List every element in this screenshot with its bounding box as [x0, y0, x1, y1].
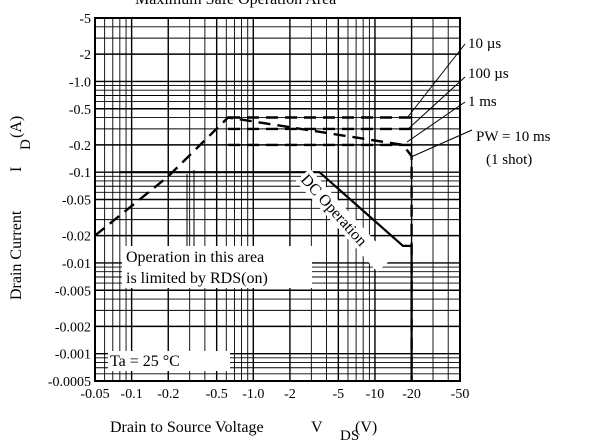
- label-10us: 10 µs: [468, 36, 501, 52]
- arrow-10ms: [410, 129, 473, 158]
- label-100us: 100 µs: [468, 66, 509, 82]
- y-tick-label: -0.2: [69, 139, 91, 154]
- x-tick-label: -2: [284, 387, 296, 402]
- y-tick-label: -5: [79, 12, 91, 27]
- x-tick-label: -10: [366, 387, 385, 402]
- y-tick-label: -0.005: [55, 284, 91, 299]
- x-axis-unit: (V): [355, 419, 377, 436]
- y-axis-unit: (A): [8, 116, 25, 138]
- y-axis-symbol: I: [8, 167, 25, 172]
- x-axis-subscript: DS: [340, 428, 359, 444]
- y-tick-label: -0.002: [55, 320, 91, 335]
- label-1shot: (1 shot): [486, 152, 532, 168]
- x-tick-label: -50: [451, 387, 470, 402]
- y-axis-subscript: D: [18, 139, 34, 150]
- arrow-100us: [406, 76, 466, 131]
- x-tick-label: -0.1: [121, 387, 143, 402]
- series-line-3: [94, 116, 413, 381]
- x-axis-symbol: V: [311, 419, 323, 436]
- y-tick-label: -0.1: [69, 166, 91, 181]
- y-tick-label: -1.0: [69, 75, 91, 90]
- ta-note-bg: [108, 351, 230, 371]
- label-ta: Ta = 25 °C: [110, 353, 180, 370]
- x-tick-label: -1.0: [242, 387, 264, 402]
- label-rds-line2: is limited by RDS(on): [126, 270, 268, 287]
- label-pw-10ms: PW = 10 ms: [476, 129, 551, 145]
- y-axis-title: Drain Current: [8, 210, 25, 300]
- x-tick-label: -20: [402, 387, 421, 402]
- x-tick-label: -0.5: [206, 387, 228, 402]
- x-tick-labels: -0.05 -0.1 -0.2 -0.5 -1.0 -2 -5 -10 -20 -50: [80, 387, 469, 402]
- y-tick-label: -0.02: [62, 230, 91, 245]
- arrow-10us: [406, 43, 466, 119]
- y-tick-label: -0.05: [62, 194, 91, 209]
- y-axis-title-group: Drain Current I D (A): [8, 116, 34, 300]
- plot-frame: [94, 17, 461, 382]
- x-tick-label: -5: [332, 387, 344, 402]
- x-axis-title: Drain to Source Voltage: [110, 419, 264, 436]
- chart-title: Maximum Safe Operation Area: [135, 0, 336, 8]
- y-tick-label: -0.01: [62, 257, 91, 272]
- grid: [94, 17, 461, 382]
- label-1ms: 1 ms: [468, 94, 497, 110]
- label-rds-line1: Operation in this area: [126, 249, 264, 266]
- y-tick-label: -0.001: [55, 348, 91, 363]
- arrow-1ms: [406, 101, 466, 143]
- x-tick-label: -0.05: [80, 387, 109, 402]
- y-tick-labels: -5 -2 -1.0 -0.5 -0.2 -0.1 -0.05 -0.02 -0.01 -0.00…: [48, 12, 91, 390]
- curves: [94, 116, 413, 381]
- x-tick-label: -0.2: [157, 387, 179, 402]
- y-tick-label: -0.5: [69, 103, 91, 118]
- series-line-4: [119, 171, 413, 381]
- rds-note-bg: [122, 246, 312, 288]
- y-tick-label: -0.0005: [48, 375, 91, 390]
- y-tick-label: -2: [79, 48, 91, 63]
